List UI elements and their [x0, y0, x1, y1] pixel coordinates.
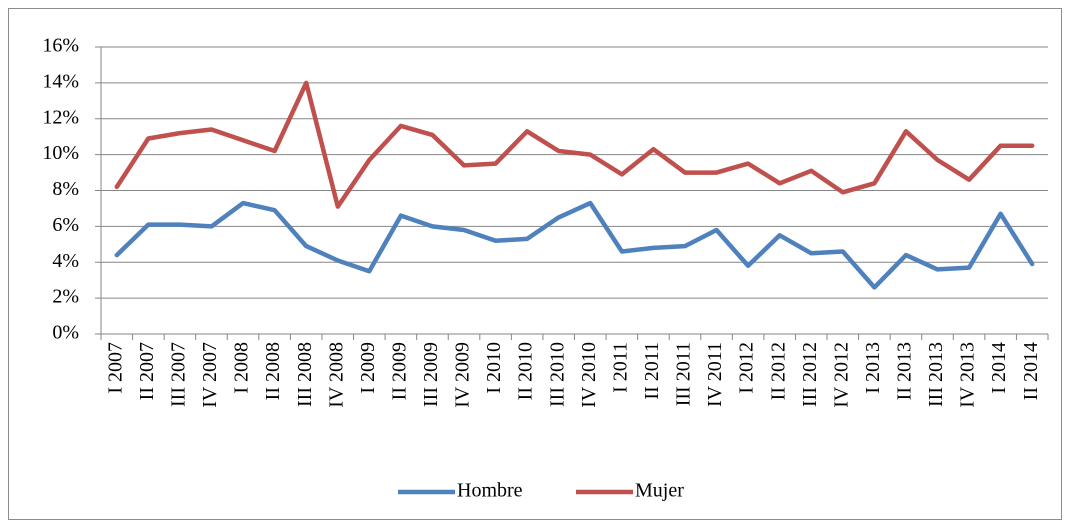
x-tick-label: IV 2007 — [199, 342, 221, 408]
y-tick-label: 14% — [42, 70, 79, 92]
x-tick-label: III 2013 — [925, 342, 947, 407]
chart-border — [8, 8, 1062, 520]
y-tick-label: 2% — [52, 286, 79, 308]
legend-label: Hombre — [457, 480, 523, 502]
x-tick-label: II 2010 — [515, 342, 537, 400]
y-tick-label: 10% — [42, 142, 79, 164]
series-line — [114, 80, 1035, 209]
legend-label: Mujer — [635, 480, 684, 502]
y-tick-label: 12% — [42, 106, 79, 128]
x-tick-label: II 2012 — [767, 342, 789, 400]
x-tick-label: III 2007 — [168, 342, 190, 407]
x-tick-label: III 2008 — [294, 342, 316, 407]
y-tick-label: 4% — [52, 250, 79, 272]
x-tick-label: III 2011 — [673, 342, 695, 406]
x-tick-label: II 2007 — [136, 342, 158, 400]
x-tick-label: II 2009 — [388, 342, 410, 400]
x-tick-label: IV 2010 — [578, 342, 600, 408]
x-tick-label: I 2013 — [862, 342, 884, 394]
x-tick-label: II 2013 — [894, 342, 916, 400]
x-tick-label: II 2011 — [641, 342, 663, 400]
x-tick-label: I 2009 — [357, 342, 379, 394]
x-tick-label: IV 2013 — [957, 342, 979, 408]
x-tick-label: IV 2009 — [452, 342, 474, 408]
x-tick-label: III 2009 — [420, 342, 442, 407]
x-tick-label: II 2014 — [1020, 342, 1042, 400]
x-tick-label: I 2012 — [736, 342, 758, 394]
x-tick-label: I 2010 — [483, 342, 505, 394]
x-tick-label: I 2014 — [988, 342, 1010, 394]
x-tick-label: III 2012 — [799, 342, 821, 407]
series-line — [114, 200, 1035, 290]
x-tick-label: IV 2012 — [830, 342, 852, 408]
x-tick-label: I 2008 — [231, 342, 253, 394]
y-tick-label: 0% — [52, 322, 79, 344]
x-tick-label: III 2010 — [546, 342, 568, 407]
x-tick-label: I 2011 — [609, 342, 631, 393]
x-tick-label: II 2008 — [262, 342, 284, 400]
x-tick-label: I 2007 — [104, 342, 126, 394]
y-tick-label: 6% — [52, 214, 79, 236]
x-tick-label: IV 2008 — [325, 342, 347, 408]
x-tick-label: IV 2011 — [704, 342, 726, 407]
y-tick-label: 16% — [42, 35, 79, 57]
y-tick-label: 8% — [52, 178, 79, 200]
